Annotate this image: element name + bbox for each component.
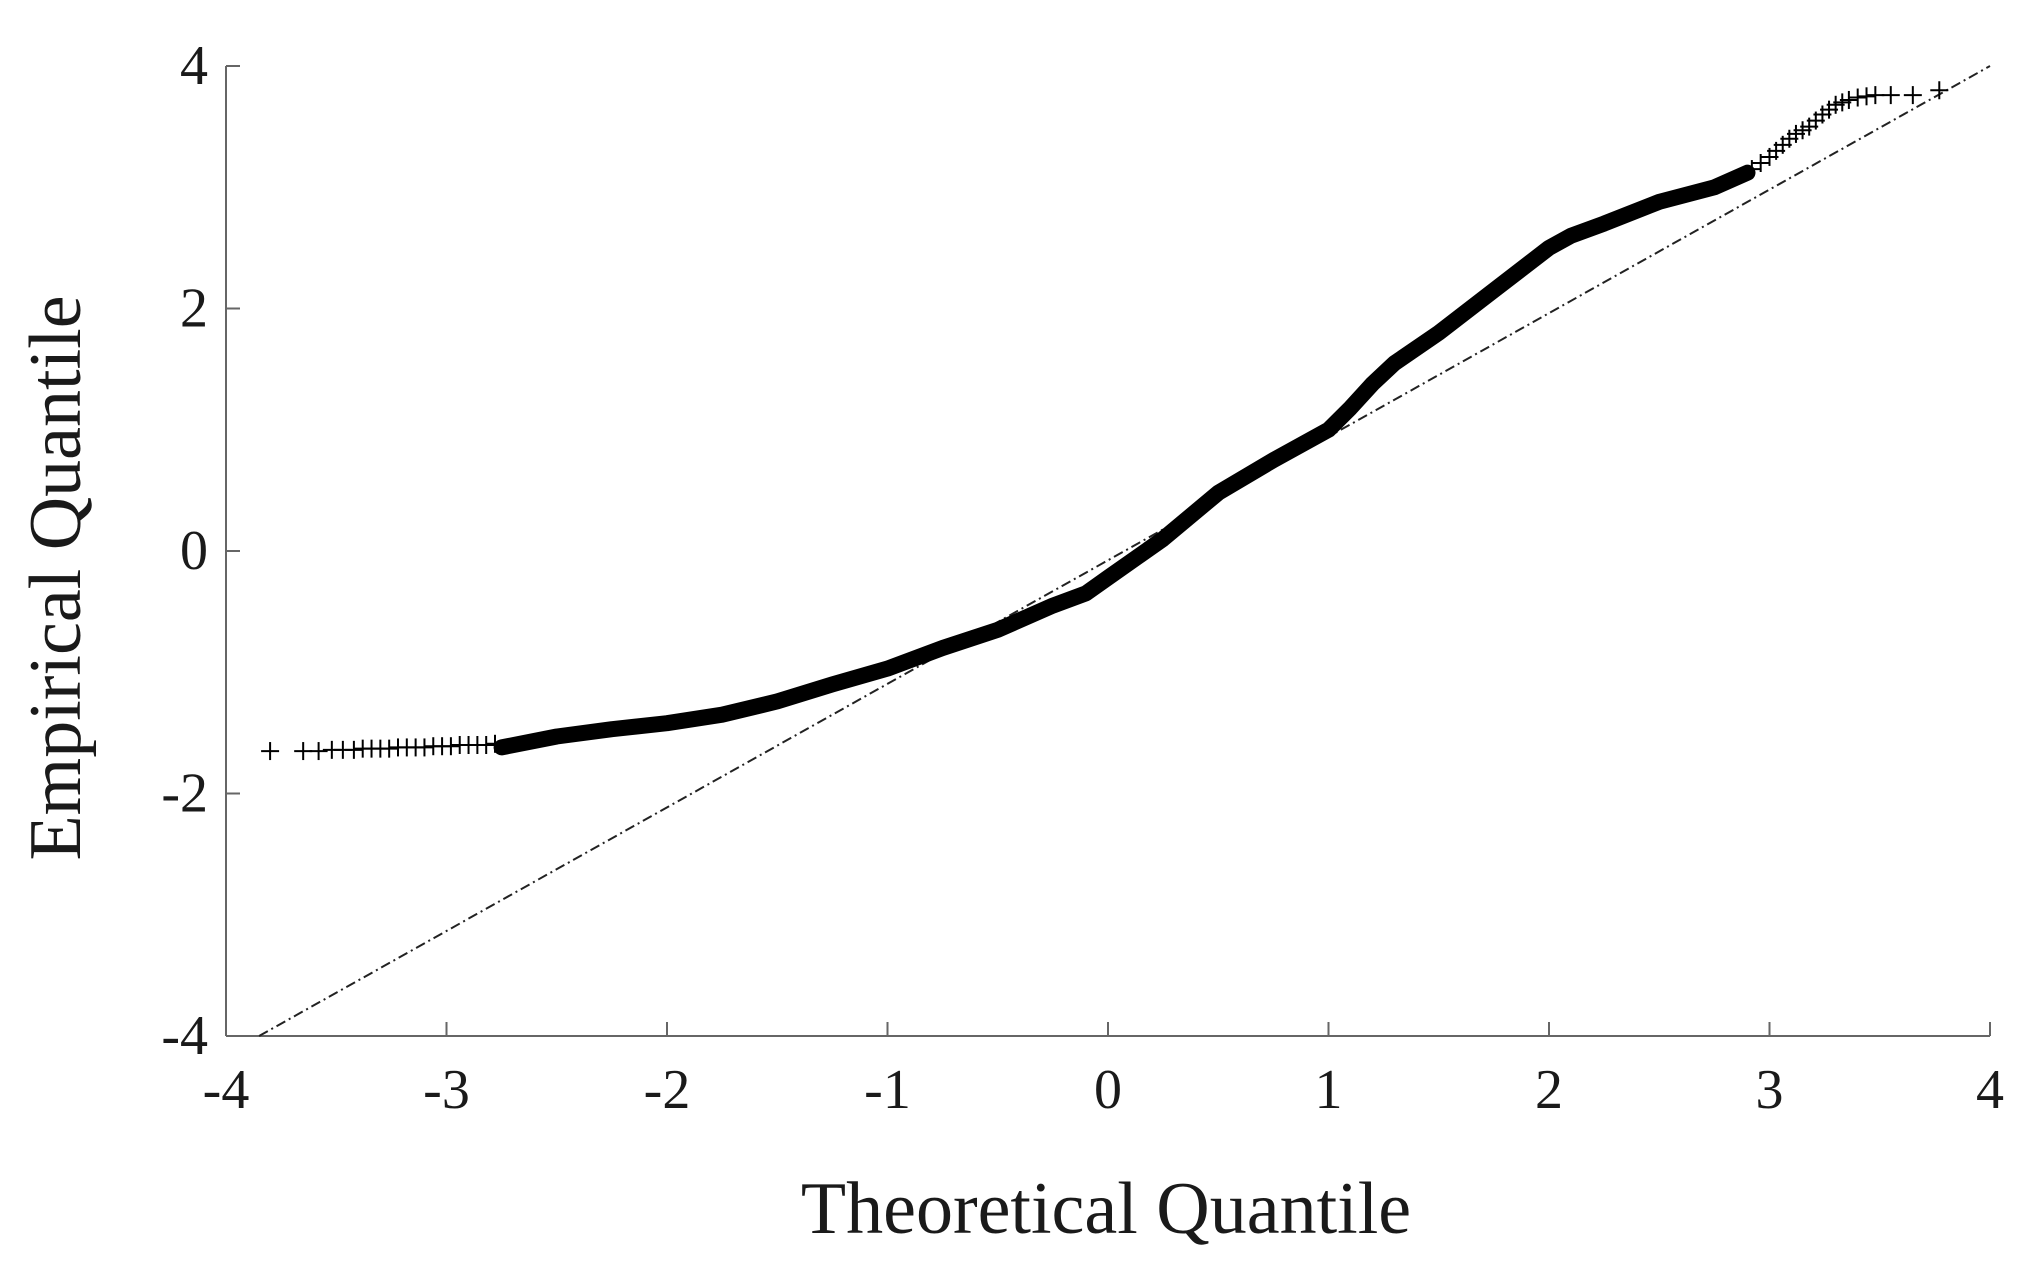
data-point [380,739,399,758]
data-point [309,742,328,761]
y-tick-label: -4 [161,1005,208,1067]
data-point [477,736,496,754]
x-tick-label: 2 [1535,1059,1563,1121]
reference-line-layer [258,65,1991,1037]
y-tick-label: -2 [161,763,208,825]
axes: -4 -3 -2 -1 0 1 2 3 4 -4 -2 0 2 4 [161,35,2004,1121]
x-axis-label: Theoretical Quantile [801,1168,1411,1250]
x-tick-label: -2 [644,1059,691,1121]
tail-points-layer [261,81,1949,761]
x-tick-label: -3 [423,1059,470,1121]
y-tick-label: 2 [180,278,208,340]
data-point [1866,86,1885,105]
x-tick-label: -4 [203,1059,250,1121]
data-point [1848,88,1867,107]
data-point [261,742,280,761]
labels-layer: Theoretical Quantile Empirical Quantile [15,295,1411,1250]
y-tick-label: 0 [180,520,208,582]
data-point [415,738,434,757]
x-tick-label: 3 [1756,1059,1784,1121]
y-axis-label: Empirical Quantile [15,295,97,860]
x-tick-label: -1 [864,1059,911,1121]
dense-curve-layer [493,164,1756,756]
reference-line [258,65,1991,1037]
data-point [1881,86,1900,105]
data-point [294,742,313,761]
data-point [344,740,363,759]
data-point [1903,86,1922,105]
data-point [486,734,505,753]
data-curve [493,164,1756,756]
data-point [1930,81,1949,100]
x-tick-label: 0 [1094,1059,1122,1121]
data-point [441,737,460,756]
data-point [1839,90,1858,109]
x-tick-label: 1 [1315,1059,1343,1121]
x-tick-label: 4 [1976,1059,2004,1121]
data-point [1857,87,1876,106]
y-tick-label: 4 [180,35,208,97]
